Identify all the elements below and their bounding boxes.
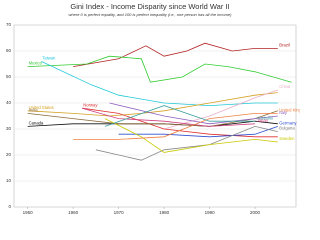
y-tick-label: 70 (6, 22, 12, 27)
series-label: United Kingdom (279, 108, 300, 113)
series-label: Japan (257, 118, 269, 123)
series-line (27, 55, 292, 83)
series-line (104, 105, 256, 127)
series-line (82, 107, 256, 127)
series-label: Germany (279, 121, 297, 126)
y-tick-label: 50 (6, 74, 12, 79)
y-tick-label: 20 (6, 152, 12, 157)
series-label: Sweden (279, 136, 295, 141)
series-line (163, 89, 278, 130)
x-tick-label: 1970 (114, 210, 125, 215)
series-label: Bulgaria (279, 126, 295, 131)
series-label: India (29, 108, 39, 113)
series-line (104, 118, 278, 153)
series-label: Australia (257, 115, 274, 120)
series-label: Italy (279, 110, 288, 115)
series-label: Canada (29, 121, 44, 126)
plot-area (13, 24, 297, 208)
y-tick-label: 40 (6, 100, 12, 105)
series-label: Mexico (29, 61, 43, 66)
series-line (41, 61, 278, 107)
x-tick-label: 1950 (23, 210, 34, 215)
chart: Gini Index - Income Disparity since Worl… (6, 2, 300, 215)
series-label: Taiwan (42, 56, 56, 61)
x-tick-label: 1980 (159, 210, 170, 215)
series-label: Norway (83, 102, 98, 107)
y-tick-label: 30 (6, 126, 12, 131)
series-line (118, 126, 278, 138)
series-line (73, 42, 278, 67)
series-label: United States (29, 105, 54, 110)
series-line (27, 92, 278, 117)
x-tick-label: 1990 (205, 210, 216, 215)
x-tick-label: 2000 (250, 210, 261, 215)
y-tick-label: 0 (8, 204, 11, 209)
series-label: China (279, 84, 291, 89)
y-tick-label: 60 (6, 48, 12, 53)
x-tick-label: 1960 (68, 210, 79, 215)
chart-title: Gini Index - Income Disparity since Worl… (70, 2, 229, 11)
series-label: Brazil (279, 43, 290, 48)
y-tick-label: 10 (6, 178, 12, 183)
series-line (73, 113, 278, 140)
series-line (95, 125, 278, 161)
series-line (82, 107, 278, 138)
chart-subtitle: where 0 is perfect equality, and 100 is … (69, 12, 233, 17)
